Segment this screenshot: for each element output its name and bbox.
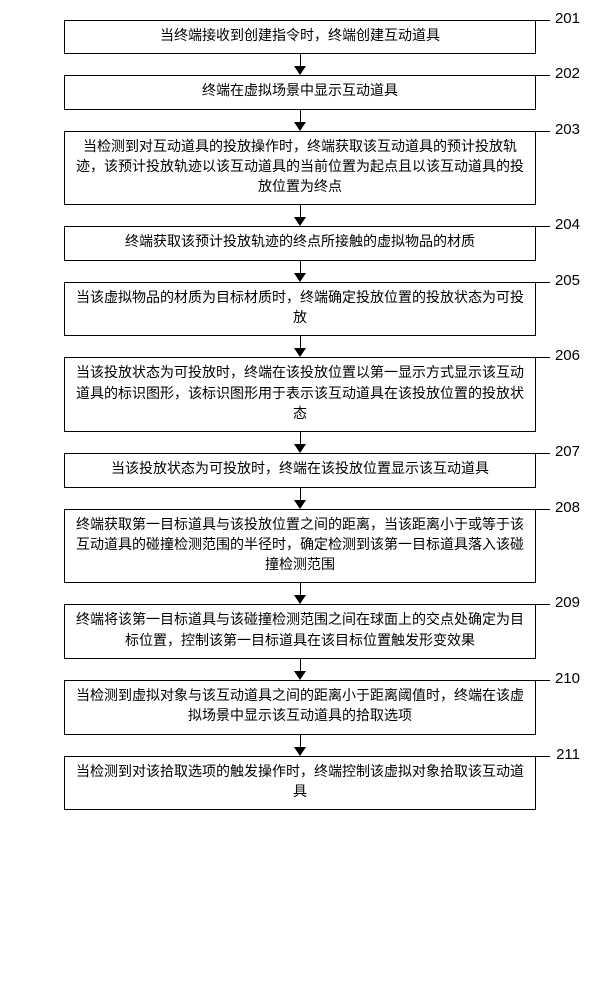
arrow-down-icon [294,659,306,680]
arrow-down-icon [294,110,306,131]
step-box: 当检测到对互动道具的投放操作时，终端获取该互动道具的预计投放轨迹，该预计投放轨迹… [64,131,536,206]
arrow-down-icon [294,205,306,226]
step-text: 当该投放状态为可投放时，终端在该投放位置以第一显示方式显示该互动道具的标识图形，… [76,366,524,422]
lead-line [510,282,550,283]
step-text: 终端获取第一目标道具与该投放位置之间的距离，当该距离小于或等于该互动道具的碰撞检… [76,518,524,574]
lead-line [510,75,550,76]
flow-step: 终端获取该预计投放轨迹的终点所接触的虚拟物品的材质 204 [20,226,580,260]
step-text: 当终端接收到创建指令时，终端创建互动道具 [160,29,440,44]
step-text: 当该虚拟物品的材质为目标材质时，终端确定投放位置的投放状态为可投放 [76,291,524,326]
step-box: 当检测到虚拟对象与该互动道具之间的距离小于距离阈值时，终端在该虚拟场景中显示该互… [64,680,536,735]
step-id: 209 [555,594,580,611]
step-id: 201 [555,10,580,27]
lead-line [510,453,550,454]
step-id: 202 [555,65,580,82]
step-id: 207 [555,443,580,460]
arrow-down-icon [294,261,306,282]
arrow-down-icon [294,583,306,604]
step-id: 205 [555,272,580,289]
flowchart-container: 当终端接收到创建指令时，终端创建互动道具 201 终端在虚拟场景中显示互动道具 … [20,20,580,810]
flow-step: 当检测到对该拾取选项的触发操作时，终端控制该虚拟对象拾取该互动道具 211 [20,756,580,811]
flow-step: 当检测到虚拟对象与该互动道具之间的距离小于距离阈值时，终端在该虚拟场景中显示该互… [20,680,580,735]
step-box: 终端获取第一目标道具与该投放位置之间的距离，当该距离小于或等于该互动道具的碰撞检… [64,509,536,584]
flow-step: 终端在虚拟场景中显示互动道具 202 [20,75,580,109]
step-text: 当检测到对该拾取选项的触发操作时，终端控制该虚拟对象拾取该互动道具 [76,765,524,800]
arrow-down-icon [294,336,306,357]
flow-step: 当该虚拟物品的材质为目标材质时，终端确定投放位置的投放状态为可投放 205 [20,282,580,337]
step-box: 当该投放状态为可投放时，终端在该投放位置显示该互动道具 [64,453,536,487]
step-box: 当终端接收到创建指令时，终端创建互动道具 [64,20,536,54]
flow-step: 当检测到对互动道具的投放操作时，终端获取该互动道具的预计投放轨迹，该预计投放轨迹… [20,131,580,206]
step-box: 当检测到对该拾取选项的触发操作时，终端控制该虚拟对象拾取该互动道具 [64,756,536,811]
lead-line [510,680,550,681]
lead-line [510,20,550,21]
lead-line [510,226,550,227]
flow-step: 当终端接收到创建指令时，终端创建互动道具 201 [20,20,580,54]
flow-step: 终端获取第一目标道具与该投放位置之间的距离，当该距离小于或等于该互动道具的碰撞检… [20,509,580,584]
step-box: 终端在虚拟场景中显示互动道具 [64,75,536,109]
step-box: 当该虚拟物品的材质为目标材质时，终端确定投放位置的投放状态为可投放 [64,282,536,337]
lead-line [510,509,550,510]
step-text: 当检测到对互动道具的投放操作时，终端获取该互动道具的预计投放轨迹，该预计投放轨迹… [76,140,524,196]
step-text: 终端在虚拟场景中显示互动道具 [202,84,398,99]
step-box: 当该投放状态为可投放时，终端在该投放位置以第一显示方式显示该互动道具的标识图形，… [64,357,536,432]
lead-line [510,357,550,358]
flow-step: 当该投放状态为可投放时，终端在该投放位置以第一显示方式显示该互动道具的标识图形，… [20,357,580,432]
step-id: 208 [555,499,580,516]
step-id: 211 [556,746,580,763]
step-id: 210 [555,670,580,687]
step-text: 当检测到虚拟对象与该互动道具之间的距离小于距离阈值时，终端在该虚拟场景中显示该互… [76,689,524,724]
step-id: 206 [555,347,580,364]
flow-step: 当该投放状态为可投放时，终端在该投放位置显示该互动道具 207 [20,453,580,487]
arrow-down-icon [294,488,306,509]
step-box: 终端获取该预计投放轨迹的终点所接触的虚拟物品的材质 [64,226,536,260]
step-text: 终端将该第一目标道具与该碰撞检测范围之间在球面上的交点处确定为目标位置，控制该第… [76,613,524,648]
step-id: 203 [555,121,580,138]
step-text: 当该投放状态为可投放时，终端在该投放位置显示该互动道具 [111,462,489,477]
lead-line [510,756,550,757]
step-id: 204 [555,216,580,233]
arrow-down-icon [294,432,306,453]
arrow-down-icon [294,735,306,756]
lead-line [510,131,550,132]
lead-line [510,604,550,605]
flow-step: 终端将该第一目标道具与该碰撞检测范围之间在球面上的交点处确定为目标位置，控制该第… [20,604,580,659]
step-box: 终端将该第一目标道具与该碰撞检测范围之间在球面上的交点处确定为目标位置，控制该第… [64,604,536,659]
arrow-down-icon [294,54,306,75]
step-text: 终端获取该预计投放轨迹的终点所接触的虚拟物品的材质 [125,235,475,250]
